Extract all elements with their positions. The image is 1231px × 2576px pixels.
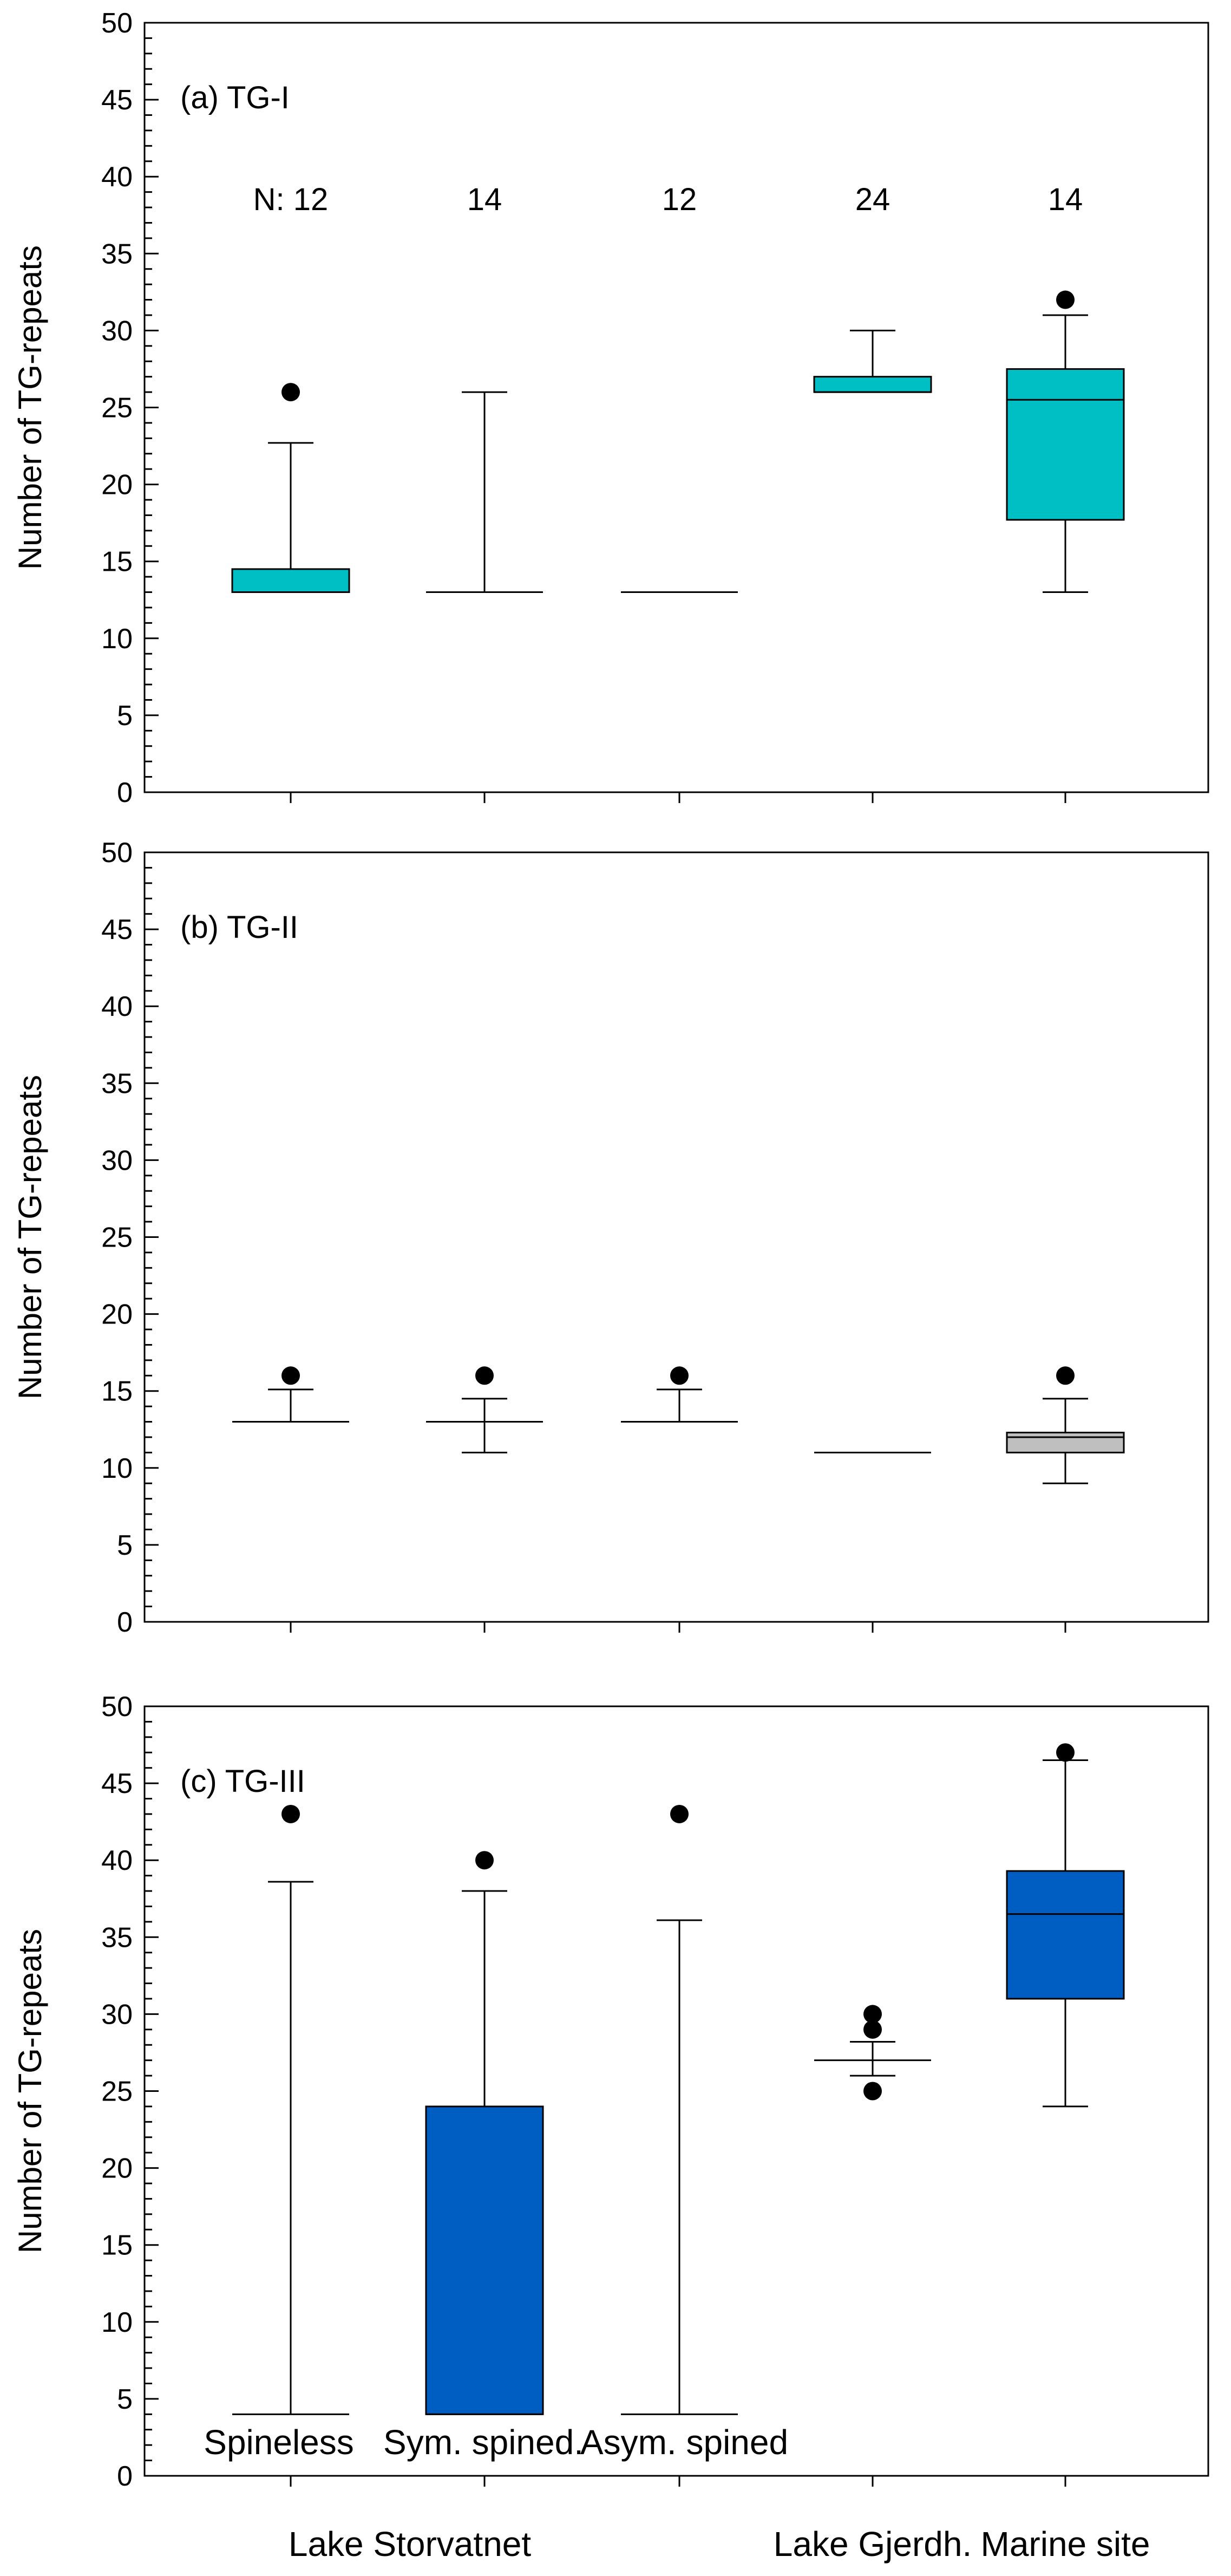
y-tick-label: 15 [101,1376,133,1407]
box-group-1 [232,1366,349,1423]
y-tick-label: 45 [101,1768,133,1799]
site-label-lake-storvatnet: Lake Storvatnet [289,2525,532,2564]
category-label-sym-spined: Sym. spined. [383,2423,584,2462]
box-group-5 [1006,1366,1125,1484]
box [1006,1431,1125,1453]
box [1006,368,1125,521]
box-group-5 [1006,1743,1125,2108]
outlier-point [863,2082,882,2101]
panel-1: 0 5 10 15 20 25 30 35 40 45 50 Number of TG-repeats… [12,8,1209,808]
y-tick-label: 30 [101,1145,133,1176]
box [425,2105,544,2415]
panel-label: (c) TG-III [180,1764,305,1799]
box [813,376,932,393]
y-tick-label: 20 [101,1299,133,1331]
y-tick-label: 10 [101,2307,133,2338]
y-tick-label: 50 [101,1691,133,1723]
n-label: 14 [1048,182,1083,217]
y-tick-label: 30 [101,1999,133,2030]
outlier-point [1056,290,1075,309]
y-tick-label: 20 [101,2153,133,2184]
outlier-point [475,1851,494,1870]
box [1006,1870,1125,2000]
y-tick-label: 25 [101,393,133,424]
panel-label: (a) TG-I [180,80,290,115]
y-tick-label: 45 [101,914,133,945]
n-label: 14 [467,182,502,217]
y-tick-label: 5 [117,2384,133,2415]
box-group-3 [621,1804,738,2415]
outlier-point [1056,1743,1075,1762]
n-label: 12 [662,182,697,217]
outlier-point [281,1804,300,1823]
box-group-5 [1006,290,1125,594]
outlier-point [670,1804,689,1823]
outlier-point [281,383,300,402]
outlier-point [670,1366,689,1385]
box-group-4 [814,2005,931,2101]
outlier-point [863,2005,882,2024]
outlier-point [1056,1366,1075,1385]
y-tick-label: 50 [101,8,133,39]
y-tick-label: 30 [101,315,133,347]
y-tick-label: 40 [101,1845,133,1876]
y-tick-label: 20 [101,469,133,501]
y-tick-label: 5 [117,1530,133,1561]
box-group-2 [426,391,543,594]
y-tick-label: 5 [117,700,133,732]
box-group-2 [426,1366,543,1453]
site-label-marine-site: Marine site [981,2525,1150,2564]
y-tick-label: 10 [101,1453,133,1484]
y-tick-label: 0 [117,2461,133,2492]
box [231,568,350,594]
panel-label: (b) TG-II [180,910,298,945]
y-tick-label: 0 [117,777,133,808]
plot-frame [143,851,1209,1623]
panel-3: 0 5 10 15 20 25 30 35 40 45 50 Number of TG-repeats… [12,1691,1209,2492]
y-tick-label: 15 [101,546,133,578]
outlier-point [281,1366,300,1385]
category-label-spineless: Spineless [204,2423,354,2462]
y-tick-label: 25 [101,2076,133,2108]
site-label-lake-gjerdh: Lake Gjerdh. [774,2525,972,2564]
outlier-point [475,1366,494,1385]
box-group-4 [813,329,932,393]
panel-2: 0 5 10 15 20 25 30 35 40 45 50 Number of TG-repeats… [12,837,1209,1638]
y-tick-label: 40 [101,991,133,1022]
outlier-point [863,2020,882,2039]
n-label: N: 12 [253,182,329,217]
y-axis-label: Number of TG-repeats [12,245,48,570]
y-tick-label: 35 [101,1068,133,1099]
y-axis-label: Number of TG-repeats [12,1075,48,1399]
y-tick-label: 45 [101,84,133,116]
y-axis-label: Number of TG-repeats [12,1929,48,2253]
y-tick-label: 0 [117,1607,133,1638]
category-label-asym-spined: Asym. spined [580,2423,788,2462]
box-group-1 [231,383,350,594]
box-group-2 [425,1851,544,2415]
y-tick-label: 25 [101,1222,133,1254]
y-tick-label: 40 [101,161,133,193]
box-group-1 [232,1804,349,2415]
y-tick-label: 50 [101,837,133,869]
y-tick-label: 10 [101,623,133,655]
y-tick-label: 15 [101,2230,133,2261]
n-label: 24 [855,182,890,217]
box-group-3 [621,1366,738,1423]
y-tick-label: 35 [101,238,133,270]
y-tick-label: 35 [101,1922,133,1953]
